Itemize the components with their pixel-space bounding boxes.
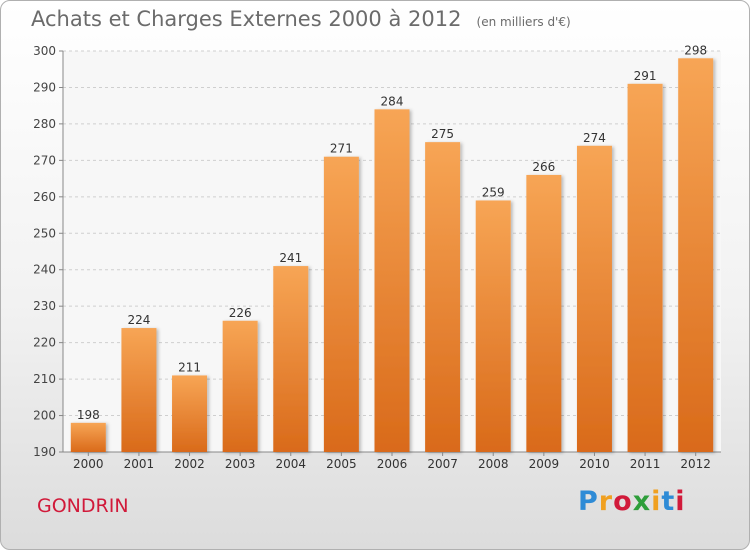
y-tick-label: 260 — [33, 190, 56, 204]
bar — [121, 328, 157, 452]
commune-name: GONDRIN — [37, 495, 129, 517]
bar-value-label: 259 — [482, 185, 505, 199]
y-tick-label: 220 — [33, 336, 56, 350]
x-tick-label: 2004 — [275, 457, 306, 471]
y-tick-label: 280 — [33, 117, 56, 131]
y-tick-label: 290 — [33, 80, 56, 94]
logo-letter: i — [651, 486, 662, 517]
x-tick-label: 2008 — [478, 457, 509, 471]
logo-letter: i — [675, 486, 686, 517]
y-tick-label: 200 — [33, 409, 56, 423]
bar-value-label: 271 — [330, 142, 353, 156]
logo-letter: x — [632, 486, 652, 517]
x-tick-label: 2006 — [377, 457, 408, 471]
bar — [627, 83, 663, 453]
x-tick-label: 2007 — [427, 457, 458, 471]
x-tick-label: 2001 — [124, 457, 155, 471]
bar-value-label: 211 — [178, 360, 201, 374]
y-tick-label: 190 — [33, 445, 56, 459]
bar — [678, 58, 714, 453]
bar — [70, 422, 106, 452]
bar — [526, 174, 562, 453]
bar-value-label: 291 — [634, 69, 657, 83]
y-tick-label: 270 — [33, 153, 56, 167]
logo-letter: P — [578, 486, 599, 517]
bar-value-label: 198 — [77, 408, 100, 422]
logo-letter: o — [613, 486, 633, 517]
x-tick-label: 2002 — [174, 457, 205, 471]
chart-title-block: Achats et Charges Externes 2000 à 2012 (… — [31, 7, 571, 31]
bar-value-label: 274 — [583, 131, 606, 145]
x-tick-label: 2003 — [225, 457, 256, 471]
proxiti-logo: Proxiti — [578, 486, 686, 517]
y-tick-label: 230 — [33, 299, 56, 313]
x-tick-label: 2011 — [630, 457, 661, 471]
logo-letter: t — [661, 486, 676, 517]
bar — [374, 109, 410, 452]
x-tick-label: 2012 — [680, 457, 711, 471]
logo-letter: r — [598, 486, 614, 517]
bar — [222, 320, 258, 452]
bar-value-label: 224 — [127, 313, 150, 327]
y-tick-label: 250 — [33, 226, 56, 240]
bar — [475, 200, 511, 452]
y-tick-label: 240 — [33, 263, 56, 277]
bar-value-label: 241 — [279, 251, 302, 265]
y-tick-label: 210 — [33, 372, 56, 386]
chart-unit-note: (en milliers d'€) — [476, 15, 571, 29]
bar-value-label: 226 — [229, 306, 252, 320]
bar — [425, 142, 461, 453]
chart-title: Achats et Charges Externes 2000 à 2012 — [31, 7, 462, 31]
x-tick-label: 2000 — [73, 457, 104, 471]
bar — [172, 375, 208, 452]
bar-value-label: 266 — [532, 160, 555, 174]
x-tick-label: 2009 — [529, 457, 560, 471]
bar-value-label: 284 — [381, 94, 404, 108]
bar — [323, 156, 359, 452]
bar-value-label: 275 — [431, 127, 454, 141]
x-tick-label: 2005 — [326, 457, 357, 471]
y-tick-label: 300 — [33, 44, 56, 58]
bar — [273, 266, 309, 452]
bar-value-label: 298 — [684, 43, 707, 57]
x-tick-label: 2010 — [579, 457, 610, 471]
bar — [576, 145, 612, 453]
